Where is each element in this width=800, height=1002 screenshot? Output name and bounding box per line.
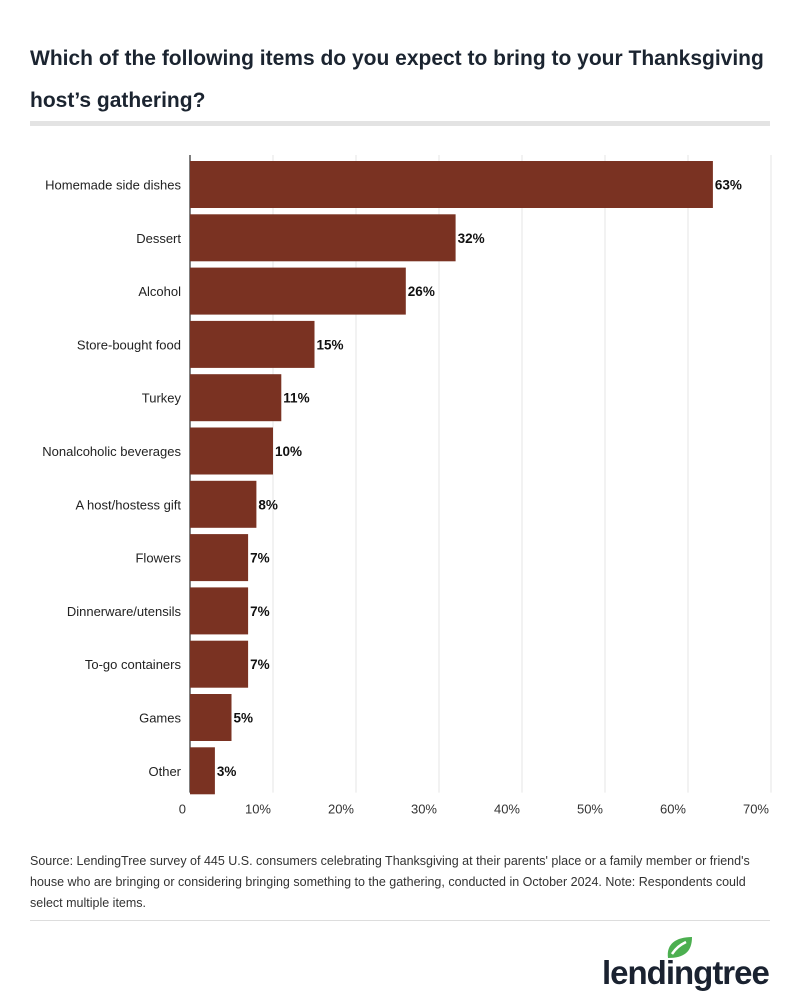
data-label: 7% — [250, 551, 270, 566]
footer-divider — [30, 920, 770, 921]
x-tick-label: 50% — [577, 802, 603, 817]
bar-chart: 0 10% 20% 30% 40% 50% 60% 70% Homemade side dish… — [42, 155, 772, 817]
data-label: 26% — [408, 284, 435, 299]
leaf-icon — [667, 937, 692, 958]
title-divider — [30, 121, 770, 126]
data-label: 11% — [283, 391, 309, 406]
x-tick-label: 40% — [494, 802, 520, 817]
data-label: 7% — [250, 604, 270, 619]
category-label: Dessert — [136, 231, 181, 246]
category-label: Store-bought food — [77, 337, 181, 352]
category-label: Other — [148, 764, 181, 779]
data-label: 32% — [458, 231, 485, 246]
x-tick-label: 70% — [743, 802, 769, 817]
x-tick-label: 60% — [660, 802, 686, 817]
source-note: Source: LendingTree survey of 445 U.S. c… — [30, 854, 750, 910]
bar — [190, 267, 406, 315]
x-tick-label: 0 — [179, 802, 186, 817]
bar — [190, 747, 215, 795]
category-label: Turkey — [142, 391, 182, 406]
logo-wordmark: lendingtree — [602, 954, 770, 991]
bar — [190, 694, 232, 741]
chart-title: Which of the following items do you expe… — [30, 47, 764, 112]
bar — [190, 427, 273, 475]
data-label: 5% — [234, 711, 254, 726]
bar — [190, 534, 249, 582]
data-label: 15% — [317, 337, 344, 352]
x-tick-label: 30% — [411, 802, 437, 817]
data-label: 8% — [258, 497, 278, 512]
data-label: 3% — [217, 764, 237, 779]
category-label: Flowers — [135, 551, 181, 566]
category-label: To-go containers — [85, 657, 182, 672]
bar — [190, 587, 249, 635]
x-tick-label: 10% — [245, 802, 271, 817]
category-label: Games — [139, 711, 181, 726]
data-label: 7% — [250, 657, 270, 672]
bar — [190, 480, 257, 528]
category-label: Homemade side dishes — [45, 178, 181, 193]
category-label: Nonalcoholic beverages — [42, 444, 181, 459]
data-label: 10% — [275, 444, 302, 459]
bar — [190, 214, 456, 262]
bar — [190, 374, 282, 422]
lendingtree-logo: lendingtree — [600, 932, 775, 992]
data-label: 63% — [715, 178, 742, 193]
category-label: Alcohol — [138, 284, 181, 299]
bar — [190, 161, 713, 208]
bar — [190, 320, 315, 368]
x-tick-label: 20% — [328, 802, 354, 817]
bar — [190, 640, 249, 688]
category-label: Dinnerware/utensils — [67, 604, 182, 619]
category-label: A host/hostess gift — [75, 497, 181, 512]
